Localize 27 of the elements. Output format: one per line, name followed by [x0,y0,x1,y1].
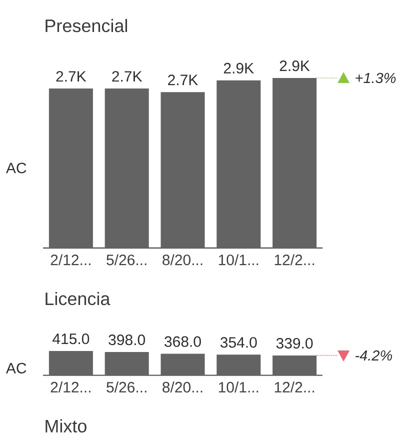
chart-title: Licencia [46,292,110,306]
text: -4.2% [355,350,392,361]
x-tick-label: 12/2... [274,254,314,266]
x-tick-label: 8/20... [162,382,202,393]
data-label: 368.0 [164,336,201,347]
text: +1.3% [356,72,396,84]
data-label: 354.0 [220,337,257,348]
data-label: 2.7K [168,74,198,86]
x-tick-label: 12/2... [274,382,314,393]
data-label: 2.7K [56,71,86,82]
data-label: 2.9K [224,62,254,74]
data-label: 415.0 [52,334,90,344]
chart-title: Presencial [46,18,128,32]
text: Mixto [46,419,86,432]
data-label: 398.0 [108,334,146,346]
data-label: 339.0 [276,338,313,349]
x-tick-label: 10/1... [218,254,258,266]
y-axis-title: AC [6,162,26,174]
x-tick-label: 5/26... [106,382,146,393]
data-label: 2.7K [112,71,142,82]
x-tick-label: 2/12... [50,254,90,266]
x-tick-label: 10/1... [218,382,258,393]
x-tick-label: 8/20... [162,254,202,266]
data-label: 2.9K [280,60,310,72]
y-axis-title: AC [6,362,26,374]
x-tick-label: 2/12... [50,382,90,393]
x-tick-label: 5/26... [106,254,146,266]
